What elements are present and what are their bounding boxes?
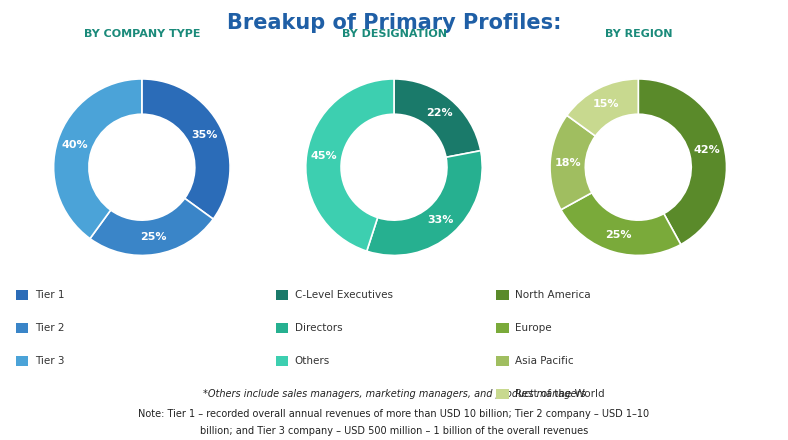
Text: Asia Pacific: Asia Pacific [515, 356, 574, 366]
Text: 15%: 15% [593, 99, 619, 109]
Text: billion; and Tier 3 company – USD 500 million – 1 billion of the overall revenue: billion; and Tier 3 company – USD 500 mi… [200, 426, 588, 436]
Wedge shape [90, 198, 214, 256]
Circle shape [587, 116, 690, 218]
Text: 40%: 40% [61, 140, 88, 150]
Text: BY COMPANY TYPE: BY COMPANY TYPE [84, 29, 200, 39]
Text: 18%: 18% [555, 158, 581, 168]
Wedge shape [366, 150, 482, 256]
Text: 25%: 25% [139, 232, 166, 242]
Wedge shape [567, 79, 638, 136]
Text: BY REGION: BY REGION [604, 29, 672, 39]
Text: 35%: 35% [191, 130, 218, 140]
Text: Directors: Directors [295, 323, 342, 333]
Text: *Others include sales managers, marketing managers, and product managers: *Others include sales managers, marketin… [203, 389, 585, 399]
Text: 33%: 33% [428, 215, 454, 225]
Text: Note: Tier 1 – recorded overall annual revenues of more than USD 10 billion; Tie: Note: Tier 1 – recorded overall annual r… [139, 409, 649, 418]
Text: Tier 3: Tier 3 [35, 356, 64, 366]
Text: Rest of the World: Rest of the World [515, 389, 605, 399]
Wedge shape [550, 115, 596, 210]
Text: 45%: 45% [311, 151, 337, 161]
Text: Breakup of Primary Profiles:: Breakup of Primary Profiles: [227, 13, 561, 33]
Text: Europe: Europe [515, 323, 552, 333]
Text: C-Level Executives: C-Level Executives [295, 290, 392, 300]
Text: BY DESIGNATION: BY DESIGNATION [341, 29, 447, 39]
Text: 25%: 25% [605, 230, 632, 240]
Wedge shape [306, 79, 394, 251]
Text: 22%: 22% [426, 108, 452, 118]
Text: North America: North America [515, 290, 591, 300]
Wedge shape [638, 79, 727, 245]
Circle shape [343, 116, 445, 218]
Wedge shape [394, 79, 481, 157]
Wedge shape [561, 193, 681, 256]
Text: Tier 1: Tier 1 [35, 290, 64, 300]
Wedge shape [142, 79, 230, 219]
Wedge shape [54, 79, 142, 238]
Text: Tier 2: Tier 2 [35, 323, 64, 333]
Text: Others: Others [295, 356, 330, 366]
Text: 42%: 42% [693, 145, 720, 154]
Circle shape [91, 116, 193, 218]
